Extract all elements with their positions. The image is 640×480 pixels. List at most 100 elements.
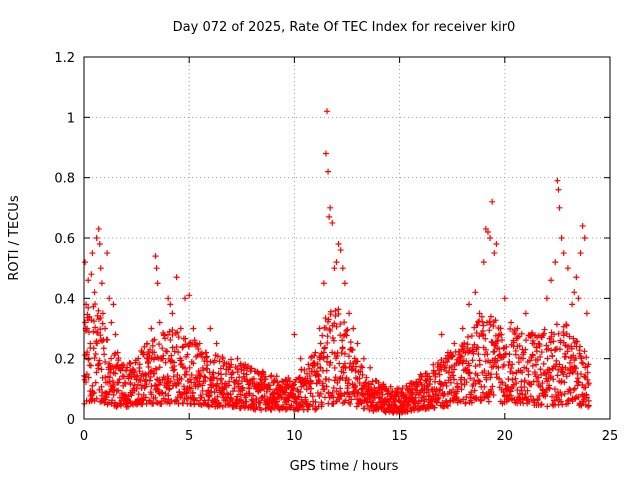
roti-point bbox=[401, 398, 408, 405]
roti-point bbox=[358, 363, 365, 370]
roti-peak-point bbox=[213, 340, 220, 347]
roti-point bbox=[84, 349, 91, 356]
roti-point bbox=[147, 374, 154, 381]
roti-peak-point bbox=[316, 325, 323, 332]
roti-peak-point bbox=[207, 325, 214, 332]
roti-peak-point bbox=[569, 301, 576, 308]
data-points bbox=[81, 108, 592, 416]
roti-point bbox=[189, 389, 196, 396]
roti-point bbox=[117, 402, 124, 409]
roti-point bbox=[216, 358, 223, 365]
roti-peak-point bbox=[85, 277, 92, 284]
roti-peak-point bbox=[375, 379, 382, 386]
roti-peak-point bbox=[173, 274, 180, 281]
roti-point bbox=[273, 373, 280, 380]
roti-point bbox=[124, 364, 131, 371]
roti-point bbox=[102, 358, 109, 365]
roti-point bbox=[230, 388, 237, 395]
roti-point bbox=[579, 359, 586, 366]
roti-peak-point bbox=[93, 235, 100, 241]
y-tick-label: 1.2 bbox=[54, 51, 75, 66]
roti-point bbox=[341, 360, 348, 367]
roti-peak-point bbox=[133, 385, 140, 392]
roti-point bbox=[486, 318, 493, 325]
roti-point bbox=[324, 339, 331, 346]
roti-point bbox=[495, 332, 502, 339]
roti-point bbox=[341, 319, 348, 326]
roti-point bbox=[99, 320, 106, 327]
roti-peak-point bbox=[276, 385, 283, 392]
roti-point bbox=[100, 345, 107, 352]
roti-point bbox=[444, 358, 451, 365]
roti-point bbox=[585, 397, 592, 404]
roti-point bbox=[134, 381, 141, 388]
roti-point bbox=[418, 397, 425, 404]
roti-point bbox=[187, 385, 194, 392]
roti-point bbox=[202, 378, 209, 385]
roti-point bbox=[468, 399, 475, 406]
roti-point bbox=[206, 392, 213, 399]
roti-point bbox=[220, 362, 227, 369]
roti-peak-point bbox=[167, 301, 174, 308]
roti-point bbox=[167, 378, 174, 385]
roti-point bbox=[465, 334, 472, 340]
roti-peak-point bbox=[112, 331, 119, 338]
roti-point bbox=[115, 355, 122, 362]
roti-point bbox=[356, 375, 363, 382]
roti-point bbox=[487, 374, 494, 381]
roti-point bbox=[476, 378, 483, 385]
roti-point bbox=[195, 383, 202, 390]
roti-point bbox=[141, 384, 148, 391]
roti-point bbox=[362, 391, 369, 398]
roti-point bbox=[467, 375, 474, 382]
roti-point bbox=[533, 344, 540, 351]
roti-point bbox=[502, 350, 509, 357]
roti-point bbox=[168, 352, 175, 359]
roti-point bbox=[555, 366, 562, 373]
roti-point bbox=[165, 396, 172, 403]
roti-point bbox=[87, 362, 94, 369]
roti-point bbox=[321, 345, 328, 352]
roti-peak-point bbox=[326, 213, 333, 220]
roti-point bbox=[324, 353, 331, 360]
roti-point bbox=[205, 403, 212, 410]
roti-point bbox=[441, 379, 448, 386]
roti-point bbox=[291, 381, 298, 388]
roti-peak-point bbox=[312, 349, 319, 356]
roti-point bbox=[490, 392, 497, 399]
roti-peak-point bbox=[491, 250, 498, 257]
roti-peak-point bbox=[472, 289, 479, 296]
roti-point bbox=[475, 351, 482, 358]
roti-point bbox=[302, 396, 309, 403]
roti-point bbox=[89, 382, 96, 389]
roti-point bbox=[142, 394, 149, 401]
roti-peak-point bbox=[261, 373, 268, 380]
roti-point bbox=[329, 349, 336, 356]
roti-point bbox=[135, 355, 142, 362]
roti-point bbox=[528, 381, 535, 388]
roti-point bbox=[338, 392, 345, 399]
roti-point bbox=[108, 355, 115, 362]
roti-point bbox=[82, 319, 89, 326]
roti-point bbox=[354, 358, 361, 365]
roti-peak-point bbox=[583, 310, 590, 317]
roti-point bbox=[199, 382, 206, 389]
roti-point bbox=[580, 360, 587, 367]
roti-point bbox=[577, 371, 584, 378]
roti-peak-point bbox=[558, 235, 565, 241]
roti-peak-point bbox=[577, 250, 584, 257]
roti-peak-point bbox=[543, 295, 550, 302]
roti-point bbox=[229, 369, 236, 376]
roti-point bbox=[466, 370, 473, 377]
roti-point bbox=[482, 346, 489, 353]
roti-point bbox=[559, 369, 566, 376]
roti-point bbox=[124, 403, 131, 410]
roti-point bbox=[253, 396, 260, 403]
roti-point bbox=[125, 393, 132, 400]
roti-point bbox=[101, 351, 108, 358]
roti-point bbox=[86, 313, 93, 320]
roti-point bbox=[540, 360, 547, 367]
roti-point bbox=[514, 334, 521, 341]
roti-peak-point bbox=[282, 376, 289, 383]
roti-point bbox=[171, 359, 178, 366]
